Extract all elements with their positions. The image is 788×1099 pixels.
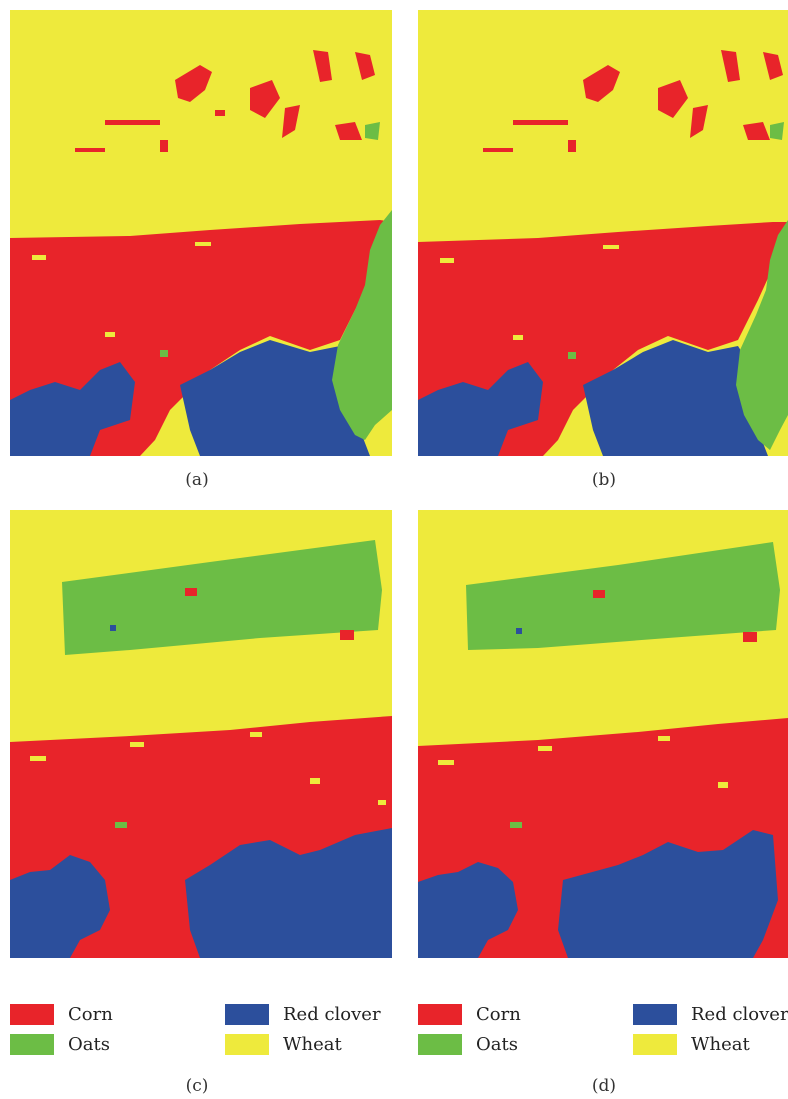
wheat-swatch: [633, 1034, 677, 1055]
legend-label-corn: Corn: [476, 1004, 521, 1025]
classification-map-c: [10, 510, 392, 958]
legend-item-red-clover: Red clover: [633, 1004, 788, 1025]
wheat-swatch: [225, 1034, 269, 1055]
legend-item-wheat: Wheat: [225, 1034, 342, 1055]
legend-label-red-clover: Red clover: [691, 1004, 788, 1025]
legend-label-red-clover: Red clover: [283, 1004, 381, 1025]
classification-map-a: [10, 10, 392, 456]
legend-label-oats: Oats: [476, 1034, 518, 1055]
legend-item-corn: Corn: [10, 1004, 113, 1025]
legend-label-wheat: Wheat: [691, 1034, 750, 1055]
classification-map-b: [418, 10, 788, 456]
legend-label-wheat: Wheat: [283, 1034, 342, 1055]
oats-swatch: [10, 1034, 54, 1055]
panel-d-label: (d): [591, 1076, 617, 1096]
legend-item-corn: Corn: [418, 1004, 521, 1025]
legend-item-red-clover: Red clover: [225, 1004, 381, 1025]
corn-swatch: [418, 1004, 462, 1025]
legend-item-oats: Oats: [418, 1034, 518, 1055]
panel-a-label: (a): [185, 470, 209, 490]
panel-c-label: (c): [185, 1076, 209, 1096]
classification-map-d: [418, 510, 788, 958]
legend-item-wheat: Wheat: [633, 1034, 750, 1055]
legend-label-corn: Corn: [68, 1004, 113, 1025]
legend-c: Corn Oats Red clover Wheat: [10, 1004, 384, 1066]
red-clover-swatch: [225, 1004, 269, 1025]
legend-item-oats: Oats: [10, 1034, 110, 1055]
panel-b-label: (b): [591, 470, 617, 490]
legend-label-oats: Oats: [68, 1034, 110, 1055]
red-clover-swatch: [633, 1004, 677, 1025]
corn-swatch: [10, 1004, 54, 1025]
legend-d: Corn Oats Red clover Wheat: [418, 1004, 788, 1066]
oats-swatch: [418, 1034, 462, 1055]
